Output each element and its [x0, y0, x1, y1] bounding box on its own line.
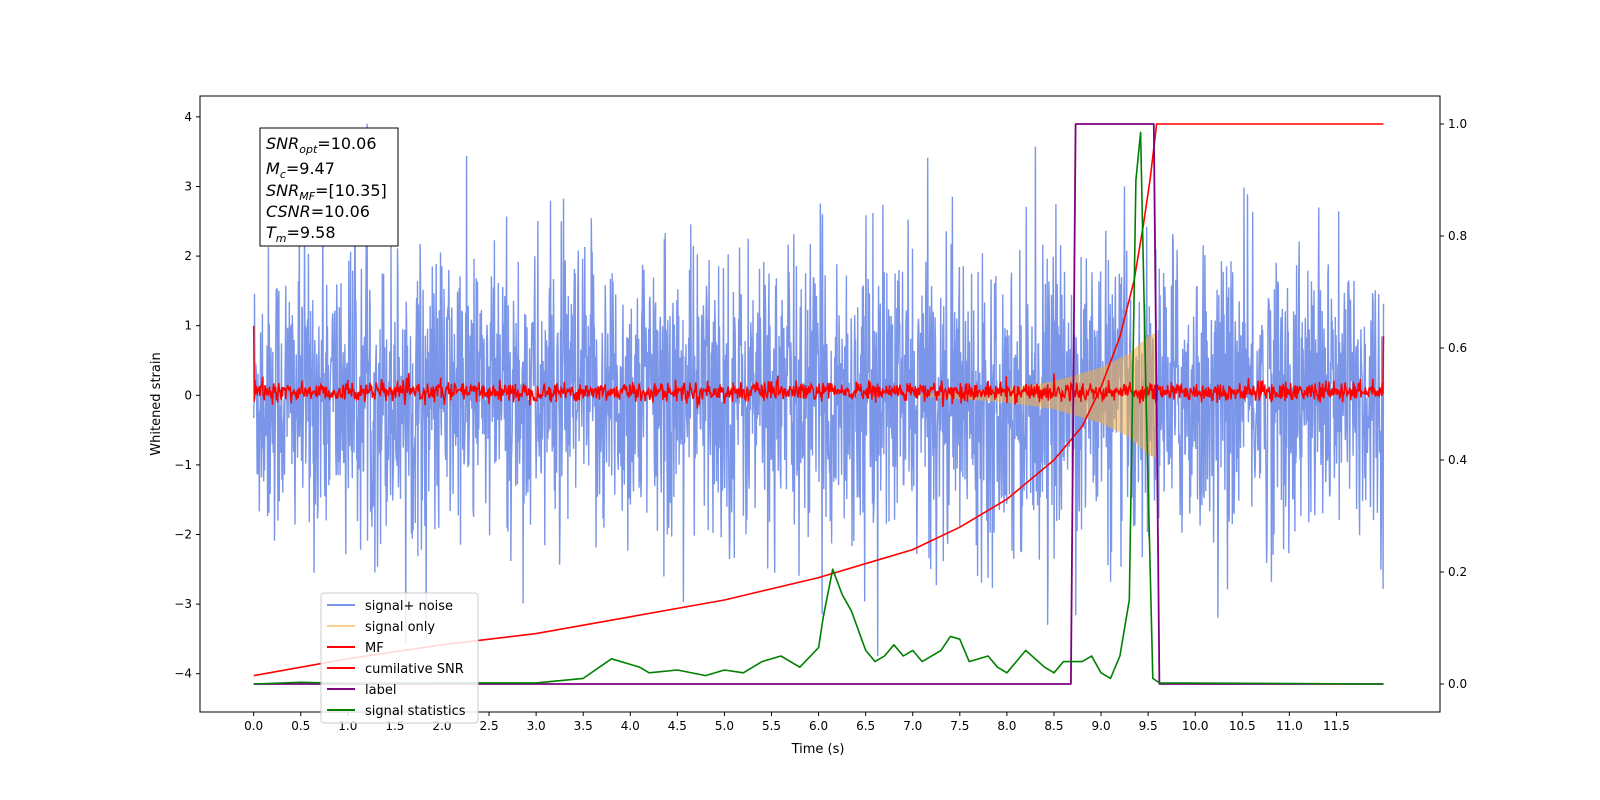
- y2-tick-label: 0.6: [1448, 341, 1467, 355]
- y-axis-label: Whitened strain: [149, 352, 164, 455]
- y-tick-label: −1: [174, 458, 192, 472]
- annotation-snr-mf: SNRMF=[10.35]: [266, 181, 387, 203]
- annotation-snr-mf-value: =[10.35]: [315, 181, 387, 200]
- annotation-csnr: CSNR=10.06: [266, 202, 370, 221]
- x-tick-label: 7.0: [903, 719, 922, 733]
- y-tick-label: 3: [184, 179, 192, 193]
- x-tick-label: 11.5: [1323, 719, 1350, 733]
- x-tick-label: 6.0: [809, 719, 828, 733]
- annotation-csnr-value: =10.06: [311, 202, 370, 221]
- x-tick-label: 0.0: [244, 719, 263, 733]
- x-tick-label: 5.5: [762, 719, 781, 733]
- series-cumulative-snr: [253, 123, 1384, 677]
- x-tick-label: 8.0: [997, 719, 1016, 733]
- legend-label-signal-statistics: signal statistics: [365, 704, 466, 719]
- legend-label-cumulative-snr: cumilative SNR: [365, 662, 464, 677]
- legend-label-signal-only: signal only: [365, 620, 435, 635]
- y-tick-label: −4: [174, 667, 192, 681]
- x-tick-label: 3.5: [574, 719, 593, 733]
- legend: signal+ noise signal only MF cumilative …: [320, 592, 479, 724]
- annotation-snr-mf-symbol: SNR: [266, 181, 299, 200]
- legend-label-signal-noise: signal+ noise: [365, 599, 453, 614]
- annotation-snr-opt: SNRopt=10.06: [266, 134, 377, 156]
- series-label: [253, 123, 1384, 685]
- x-tick-label: 7.5: [950, 719, 969, 733]
- annotation-snr-opt-value: =10.06: [317, 134, 376, 153]
- annotation-csnr-symbol: CSNR: [266, 202, 311, 221]
- plot-layers: [252, 123, 1385, 685]
- y-tick-label: −3: [174, 597, 192, 611]
- x-tick-label: 8.5: [1044, 719, 1063, 733]
- x-tick-label: 9.5: [1139, 719, 1158, 733]
- plot-frame: [199, 95, 1441, 713]
- annotation-snr-mf-subscript: MF: [299, 190, 315, 203]
- x-axis: 0.0 0.5 1.0 1.5 2.0 2.5 3.0 3.5 4.0 4.5 5.0 5.5 6.0 6…: [244, 712, 1350, 733]
- y2-tick-label: 0.2: [1448, 565, 1467, 579]
- x-tick-label: 3.0: [527, 719, 546, 733]
- x-axis-label: Time (s): [791, 742, 845, 757]
- x-tick-label: 4.5: [668, 719, 687, 733]
- annotation-tm: Tm=9.58: [266, 223, 336, 245]
- legend-label-label: label: [365, 683, 396, 698]
- annotation-tm-symbol: T: [266, 223, 277, 242]
- legend-label-mf: MF: [365, 641, 384, 656]
- x-tick-label: 2.5: [480, 719, 499, 733]
- annotation-mc: Mc=9.47: [266, 159, 335, 181]
- x-tick-label: 5.0: [715, 719, 734, 733]
- annotation-mc-symbol: M: [266, 159, 280, 178]
- y2-tick-label: 0.8: [1448, 229, 1467, 243]
- x-tick-label: 0.5: [291, 719, 310, 733]
- annotation-tm-value: =9.58: [287, 223, 336, 242]
- y2-tick-label: 0.4: [1448, 453, 1467, 467]
- y-tick-label: 2: [184, 249, 192, 263]
- x-tick-label: 6.5: [856, 719, 875, 733]
- x-tick-label: 4.0: [621, 719, 640, 733]
- annotation-box: SNRopt=10.06 Mc=9.47 SNRMF=[10.35] CSNR=…: [259, 127, 399, 247]
- y-axis-right: 0.0 0.2 0.4 0.6 0.8 1.0: [1440, 117, 1467, 691]
- y2-tick-label: 0.0: [1448, 677, 1467, 691]
- annotation-snr-opt-subscript: opt: [299, 143, 318, 156]
- series-mf: [252, 325, 1385, 409]
- y-tick-label: 0: [184, 388, 192, 402]
- annotation-tm-subscript: m: [276, 232, 287, 245]
- series-signal-statistics: [253, 131, 1384, 685]
- y2-tick-label: 1.0: [1448, 117, 1467, 131]
- x-tick-label: 9.0: [1092, 719, 1111, 733]
- y-axis-left: 4 3 2 1 0 −1 −2 −3 −4: [174, 110, 200, 681]
- x-tick-label: 10.0: [1182, 719, 1209, 733]
- legend-frame: [320, 592, 479, 724]
- annotation-snr-opt-symbol: SNR: [266, 134, 299, 153]
- y-tick-label: 1: [184, 319, 192, 333]
- series-signal-noise: [253, 123, 1385, 657]
- annotation-mc-value: =9.47: [286, 159, 335, 178]
- y-tick-label: −2: [174, 528, 192, 542]
- x-tick-label: 10.5: [1229, 719, 1256, 733]
- x-tick-label: 11.0: [1276, 719, 1303, 733]
- annotation-frame: [259, 127, 399, 247]
- annotation-mc-subscript: c: [280, 168, 286, 181]
- y-tick-label: 4: [184, 110, 192, 124]
